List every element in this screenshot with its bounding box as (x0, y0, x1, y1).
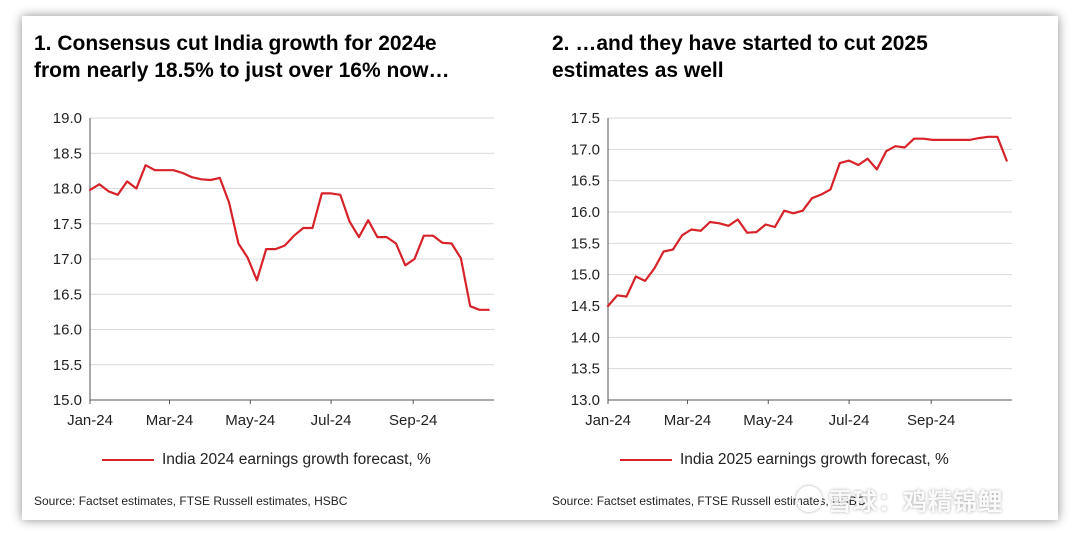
y-tick-label: 15.0 (571, 267, 600, 284)
x-tick-label: May-24 (743, 412, 793, 429)
y-tick-label: 14.5 (571, 298, 600, 315)
y-tick-label: 16.5 (571, 173, 600, 190)
watermark: 雪球：鸡精锦鲤 (796, 484, 1003, 516)
x-tick-label: Mar-24 (664, 412, 712, 429)
legend-label: India 2024 earnings growth forecast, % (162, 451, 431, 468)
legend-line-swatch (620, 459, 672, 461)
y-tick-label: 16.0 (53, 322, 82, 339)
y-tick-label: 15.0 (53, 392, 82, 409)
series-line (606, 135, 1008, 308)
report-figure: 1. Consensus cut India growth for 2024e … (22, 16, 1058, 520)
y-tick-label: 17.5 (571, 110, 600, 127)
series-line (88, 164, 490, 311)
y-tick-label: 14.0 (571, 329, 600, 346)
watermark-text: 雪球：鸡精锦鲤 (828, 487, 1003, 516)
x-tick-label: Jul-24 (829, 412, 870, 429)
chart-legend: India 2025 earnings growth forecast, % (620, 450, 949, 470)
x-tick-label: Sep-24 (389, 412, 437, 429)
chart-title: 2. …and they have started to cut 2025 es… (552, 32, 928, 82)
x-tick-label: Sep-24 (907, 412, 955, 429)
x-tick-label: Jan-24 (585, 412, 631, 429)
line-chart-2024: 15.0 15.5 16.0 16.5 17.0 17.5 18.0 18.5 19.0 Jan-… (53, 110, 494, 429)
chart-panel-2025: 2. …and they have started to cut 2025 es… (540, 16, 1058, 520)
y-tick-label: 17.5 (53, 216, 82, 233)
x-tick-label: Jul-24 (311, 412, 352, 429)
x-tick-label: Jan-24 (67, 412, 113, 429)
x-tick-label: May-24 (225, 412, 275, 429)
x-tick-label: Mar-24 (146, 412, 194, 429)
y-tick-label: 13.0 (571, 392, 600, 409)
source-note: Source: Factset estimates, FTSE Russell … (552, 494, 866, 508)
y-tick-label: 15.5 (53, 357, 82, 374)
chart-legend: India 2024 earnings growth forecast, % (102, 450, 431, 470)
y-tick-label: 17.0 (571, 141, 600, 158)
legend-label: India 2025 earnings growth forecast, % (680, 451, 949, 468)
legend-line-swatch (102, 459, 154, 461)
y-tick-label: 15.5 (571, 235, 600, 252)
snowball-logo-icon (796, 486, 822, 512)
y-tick-label: 18.0 (53, 181, 82, 198)
chart-panel-2024: 1. Consensus cut India growth for 2024e … (22, 16, 540, 520)
source-note: Source: Factset estimates, FTSE Russell … (34, 494, 348, 508)
y-tick-label: 18.5 (53, 145, 82, 162)
y-tick-label: 16.5 (53, 286, 82, 303)
y-tick-label: 13.5 (571, 361, 600, 378)
y-tick-label: 16.0 (571, 204, 600, 221)
y-tick-label: 17.0 (53, 251, 82, 268)
y-tick-label: 19.0 (53, 110, 82, 127)
chart-title: 1. Consensus cut India growth for 2024e … (34, 32, 450, 82)
line-chart-2025: 13.0 13.5 14.0 14.5 15.0 15.5 16.0 16.5 17.0 17.5… (571, 110, 1012, 429)
